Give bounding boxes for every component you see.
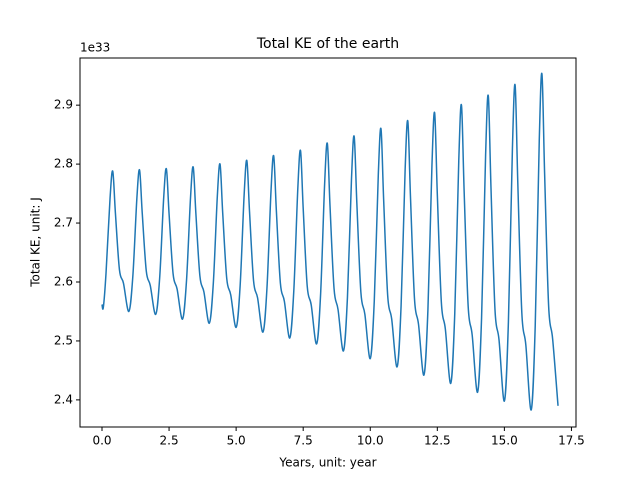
x-tick-label: 15.0 xyxy=(491,434,518,448)
y-tick-label: 2.4 xyxy=(54,392,73,406)
x-tick-label: 0.0 xyxy=(92,434,111,448)
y-offset-label: 1e33 xyxy=(80,41,110,55)
x-tick-label: 17.5 xyxy=(558,434,585,448)
y-tick-label: 2.7 xyxy=(54,216,73,230)
y-tick-label: 2.5 xyxy=(54,333,73,347)
y-tick-label: 2.9 xyxy=(54,98,73,112)
x-tick-label: 10.0 xyxy=(357,434,384,448)
x-tick-label: 7.5 xyxy=(294,434,313,448)
x-tick-label: 12.5 xyxy=(424,434,451,448)
x-axis-label: Years, unit: year xyxy=(278,456,376,470)
plot-area: 0.0 2.5 5.0 7.5 10.0 12.5 15.0 17.5 2.4 2.5 2.6 2.7… xyxy=(54,72,585,448)
x-tick-label: 2.5 xyxy=(160,434,179,448)
line-series xyxy=(101,72,559,411)
chart-title: Total KE of the earth xyxy=(256,36,399,52)
y-tick-label: 2.8 xyxy=(54,157,73,171)
x-tick-label: 5.0 xyxy=(227,434,246,448)
axes-frame xyxy=(79,57,577,428)
y-axis-label: Total KE, unit: J xyxy=(29,197,43,288)
y-tick-label: 2.6 xyxy=(54,274,73,288)
